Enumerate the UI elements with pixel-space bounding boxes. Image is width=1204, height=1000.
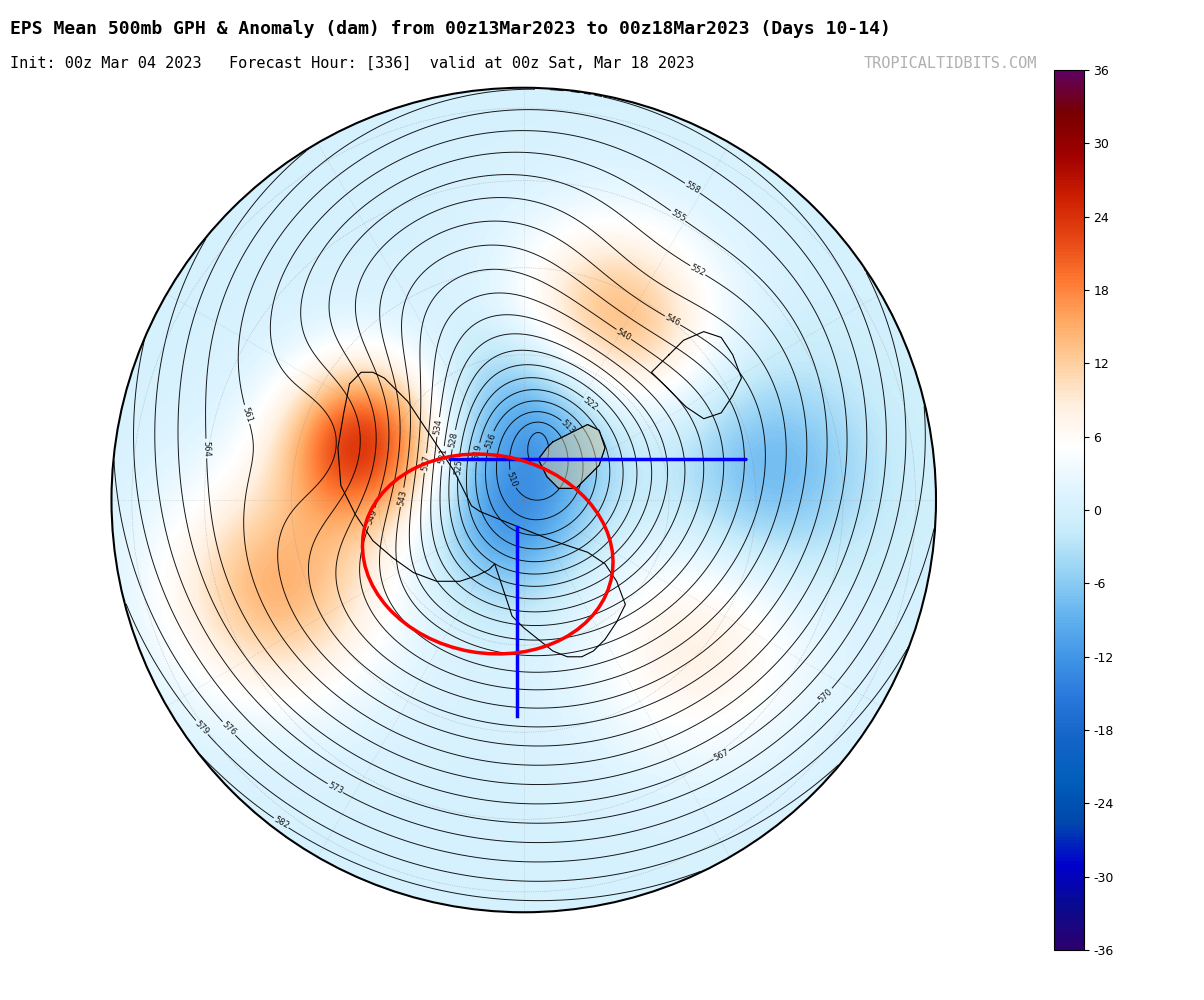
Text: 576: 576 (220, 720, 238, 737)
Text: 516: 516 (483, 431, 497, 449)
Text: 582: 582 (272, 815, 290, 831)
Text: 522: 522 (582, 395, 600, 412)
Text: 543: 543 (396, 489, 408, 506)
Text: 534: 534 (432, 418, 444, 435)
Text: Init: 00z Mar 04 2023   Forecast Hour: [336]  valid at 00z Sat, Mar 18 2023: Init: 00z Mar 04 2023 Forecast Hour: [33… (11, 56, 695, 71)
Text: 579: 579 (193, 719, 211, 736)
Text: 561: 561 (241, 405, 254, 423)
Text: 549: 549 (365, 508, 379, 526)
Polygon shape (538, 425, 606, 488)
Text: 510: 510 (504, 470, 519, 488)
Text: 555: 555 (669, 208, 687, 224)
Text: 558: 558 (683, 180, 702, 196)
Text: EPS Mean 500mb GPH & Anomaly (dam) from 00z13Mar2023 to 00z18Mar2023 (Days 10-14: EPS Mean 500mb GPH & Anomaly (dam) from … (11, 20, 891, 38)
Text: 519: 519 (472, 444, 484, 461)
Text: TROPICALTIDBITS.COM: TROPICALTIDBITS.COM (863, 56, 1037, 71)
Text: 570: 570 (818, 687, 834, 704)
Text: 513: 513 (559, 418, 577, 436)
Text: 552: 552 (689, 263, 707, 278)
Text: 537: 537 (420, 455, 431, 472)
Text: 531: 531 (437, 447, 449, 464)
Text: 525: 525 (453, 458, 464, 475)
Text: 540: 540 (615, 327, 633, 342)
Text: 528: 528 (448, 431, 460, 448)
Text: 567: 567 (712, 748, 731, 763)
Text: 546: 546 (663, 313, 681, 328)
Text: 564: 564 (201, 440, 211, 457)
Text: 573: 573 (326, 781, 344, 796)
